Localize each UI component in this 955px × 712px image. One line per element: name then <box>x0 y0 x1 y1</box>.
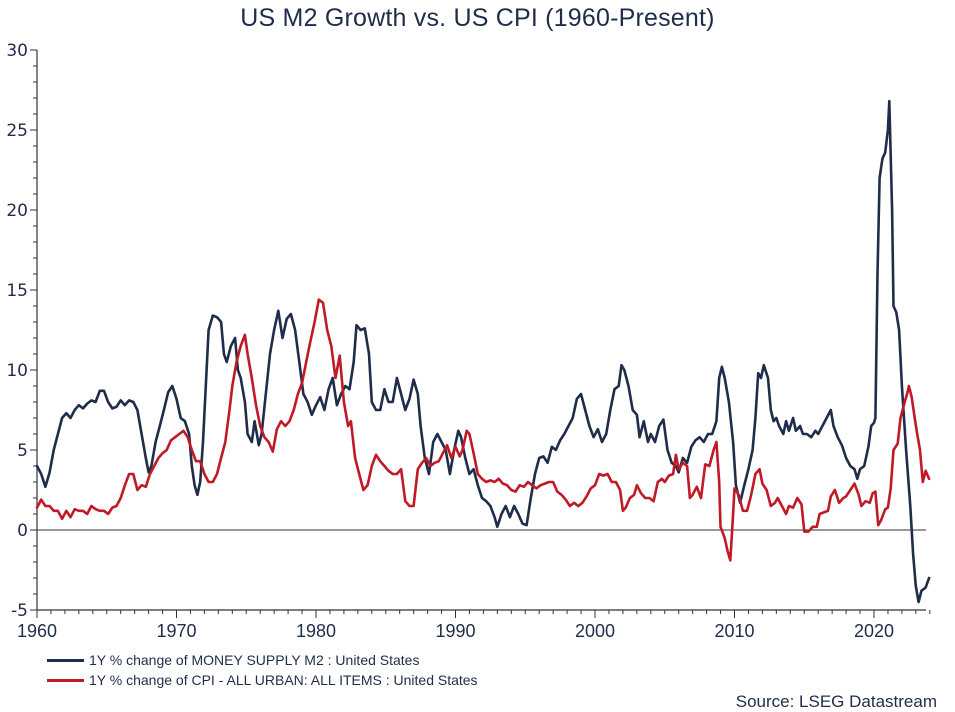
x-axis: 1960 1970 1980 1990 2000 2010 2020 <box>17 609 931 641</box>
y-tick-label: 5 <box>17 441 28 461</box>
source-note: Source: LSEG Datastream <box>735 692 937 711</box>
x-tick-label: 1990 <box>435 621 475 641</box>
x-tick-label: 2000 <box>575 621 615 641</box>
y-tick-label: 25 <box>6 121 28 141</box>
legend-item-m2[interactable]: 1Y % change of MONEY SUPPLY M2 : United … <box>47 650 478 670</box>
y-tick-label: 30 <box>6 41 28 61</box>
y-axis: 30 25 20 15 10 5 0 -5 <box>6 41 926 621</box>
legend-swatch-m2 <box>47 658 84 662</box>
y-tick-label: 10 <box>6 361 28 381</box>
series-line-cpi <box>35 298 931 562</box>
series-layer <box>35 99 931 604</box>
legend-label-cpi: 1Y % change of CPI - ALL URBAN: ALL ITEM… <box>89 672 478 688</box>
x-tick-label: 1960 <box>17 621 57 641</box>
x-tick-label: 1980 <box>296 621 336 641</box>
x-tick-label: 2020 <box>854 621 894 641</box>
legend-item-cpi[interactable]: 1Y % change of CPI - ALL URBAN: ALL ITEM… <box>47 670 478 690</box>
y-tick-label: 15 <box>6 281 28 301</box>
x-tick-label: 2010 <box>714 621 754 641</box>
x-tick-label: 1970 <box>156 621 196 641</box>
legend-label-m2: 1Y % change of MONEY SUPPLY M2 : United … <box>89 652 420 668</box>
legend: 1Y % change of MONEY SUPPLY M2 : United … <box>47 650 478 690</box>
y-tick-label: 0 <box>17 521 28 541</box>
series-line-m2 <box>35 99 931 604</box>
legend-swatch-cpi <box>47 678 84 682</box>
y-tick-label: 20 <box>6 201 28 221</box>
chart-title: US M2 Growth vs. US CPI (1960-Present) <box>240 4 715 32</box>
y-tick-label: -5 <box>11 601 28 621</box>
